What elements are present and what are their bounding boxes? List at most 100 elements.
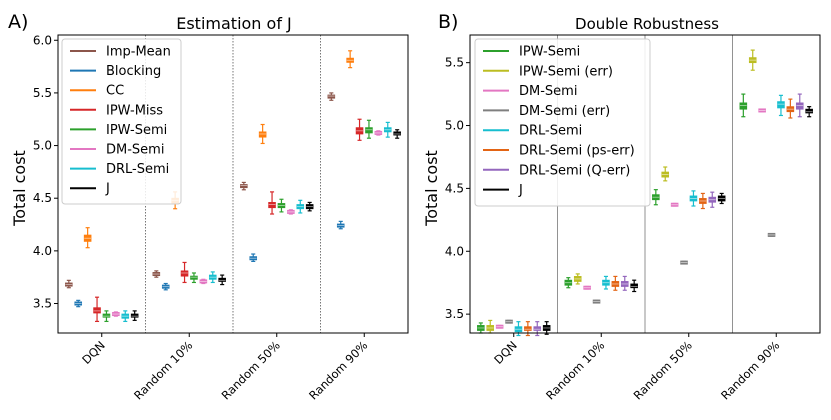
y-tick-label: 4.0 — [445, 244, 464, 258]
legend-frame — [474, 38, 651, 207]
legend-label: DM-Semi — [106, 143, 164, 158]
box-blocking-random-10 — [161, 282, 170, 291]
box-body — [258, 131, 267, 138]
legend-label: CC — [106, 84, 124, 99]
box-dm-semi-random-50 — [670, 202, 679, 207]
panel-b-y-axis-label: Total cost — [422, 150, 441, 227]
box-body — [365, 127, 373, 134]
panel-a-plot: 3.5 4.0 4.5 5.0 5.5 6.0 DQN Random 10% Random 50… — [33, 33, 409, 402]
box-ipw-semi-random-90 — [739, 93, 748, 118]
x-tick-label: Random 10% — [543, 338, 607, 402]
box-ipw-semi-err-random-90 — [748, 49, 757, 71]
legend-item-dm-semi: DM-Semi — [483, 84, 577, 99]
box-body — [524, 326, 532, 331]
panel-a-y-axis-label: Total cost — [10, 150, 29, 227]
box-ipw-semi-err-random-10 — [573, 273, 582, 285]
legend-label: DRL-Semi — [519, 124, 582, 139]
box-drl-semi-random-90 — [383, 121, 392, 138]
box-ipw-miss-random-10 — [180, 261, 189, 284]
box-body — [327, 94, 336, 99]
legend-label: IPW-Semi — [106, 123, 167, 138]
box-drl-semi-random-10 — [208, 271, 217, 284]
box-cc-random-90 — [346, 50, 354, 69]
box-dm-semi-err-random-90 — [767, 232, 776, 237]
box-ipw-semi-dqn — [477, 322, 485, 334]
panel-b-plot: 3.5 4.0 4.5 5.0 5.5 DQN Random 10% Random 50% Ra… — [445, 34, 821, 402]
box-dm-semi-random-90 — [374, 130, 383, 136]
box-drl-semi-random-10 — [602, 275, 610, 290]
legend-label: DRL-Semi (ps-err) — [519, 144, 635, 159]
y-tick-label: 3.5 — [33, 297, 52, 311]
legend-item-j: J — [70, 182, 110, 197]
box-body — [130, 313, 139, 318]
box-body — [795, 102, 804, 110]
box-drl-semi-q-err-random-50 — [708, 191, 717, 208]
plot-frame — [57, 34, 409, 334]
x-tick-label: Random 90% — [306, 338, 370, 402]
box-dm-semi-err-random-10 — [592, 299, 601, 304]
box-blocking-random-50 — [249, 253, 258, 262]
y-tick-label: 5.0 — [445, 119, 464, 133]
box-body — [240, 184, 248, 189]
box-body — [393, 131, 401, 136]
legend-label: DRL-Semi — [106, 162, 169, 177]
y-tick-label: 4.5 — [445, 181, 464, 195]
box-j-random-10 — [218, 274, 226, 286]
box-body — [268, 202, 276, 209]
box-ipw-semi-random-50 — [277, 198, 286, 213]
legend-label: J — [518, 183, 523, 198]
box-drl-semi-random-50 — [689, 190, 698, 207]
box-j-random-50 — [305, 201, 314, 212]
box-body — [180, 270, 189, 277]
box-blocking-dqn — [74, 299, 83, 308]
box-drl-semi-ps-err-random-10 — [611, 275, 620, 291]
box-dm-semi-err-random-50 — [680, 260, 688, 265]
box-drl-semi-q-err-random-10 — [620, 275, 629, 291]
box-body — [190, 275, 198, 280]
legend-item-imp-mean: Imp-Mean — [70, 45, 171, 60]
box-imp-mean-dqn — [65, 279, 73, 289]
legend-frame — [61, 38, 182, 205]
panel-b: B) Double Robustness Total cost 3.5 4.0 4.… — [422, 11, 821, 402]
legend-label: IPW-Miss — [106, 103, 163, 118]
box-blocking-random-90 — [336, 220, 345, 230]
box-j-random-90 — [805, 106, 813, 118]
legend-item-ipw-semi: IPW-Semi — [70, 123, 167, 138]
legend-item-blocking: Blocking — [70, 64, 161, 79]
box-ipw-semi-random-10 — [190, 272, 198, 284]
box-imp-mean-random-50 — [240, 181, 248, 191]
box-dm-semi-err-dqn — [505, 319, 513, 324]
panel-b-title: Double Robustness — [575, 15, 719, 33]
legend-label: DM-Semi (err) — [519, 104, 610, 119]
y-tick-label: 6.0 — [33, 33, 52, 47]
legend-label: Imp-Mean — [106, 45, 171, 60]
legend-label: DRL-Semi (Q-err) — [519, 163, 630, 178]
box-imp-mean-random-90 — [327, 92, 336, 101]
x-tick-label: DQN — [79, 338, 108, 367]
y-tick-label: 5.0 — [33, 139, 52, 153]
box-drl-semi-random-90 — [777, 94, 785, 117]
box-ipw-miss-random-50 — [268, 191, 276, 215]
box-ipw-miss-random-90 — [355, 118, 364, 141]
box-dm-semi-random-10 — [199, 278, 208, 285]
panel-b-label: B) — [438, 11, 458, 33]
panel-a-label: A) — [8, 11, 28, 33]
box-dm-semi-random-10 — [583, 285, 591, 290]
legend: Imp-Mean Blocking CC IPW-Miss IPW-Semi DM-Sem… — [61, 38, 182, 205]
legend-item-ipw-miss: IPW-Miss — [70, 103, 163, 118]
plot-frame — [469, 34, 821, 334]
box-j-dqn — [130, 310, 139, 321]
legend-label: Blocking — [106, 64, 161, 79]
box-drl-semi-dqn — [121, 310, 130, 323]
box-imp-mean-random-10 — [152, 270, 161, 278]
y-tick-label: 5.5 — [33, 86, 52, 100]
legend-label: IPW-Semi — [519, 45, 580, 60]
box-drl-semi-q-err-random-90 — [795, 93, 804, 118]
legend-item-drl-semi-q-err: DRL-Semi (Q-err) — [483, 163, 630, 178]
box-body — [93, 307, 101, 314]
legend-item-cc: CC — [70, 84, 124, 99]
box-drl-semi-ps-err-random-50 — [699, 192, 707, 210]
y-tick-label: 5.5 — [445, 56, 464, 70]
box-ipw-semi-dqn — [102, 310, 111, 323]
